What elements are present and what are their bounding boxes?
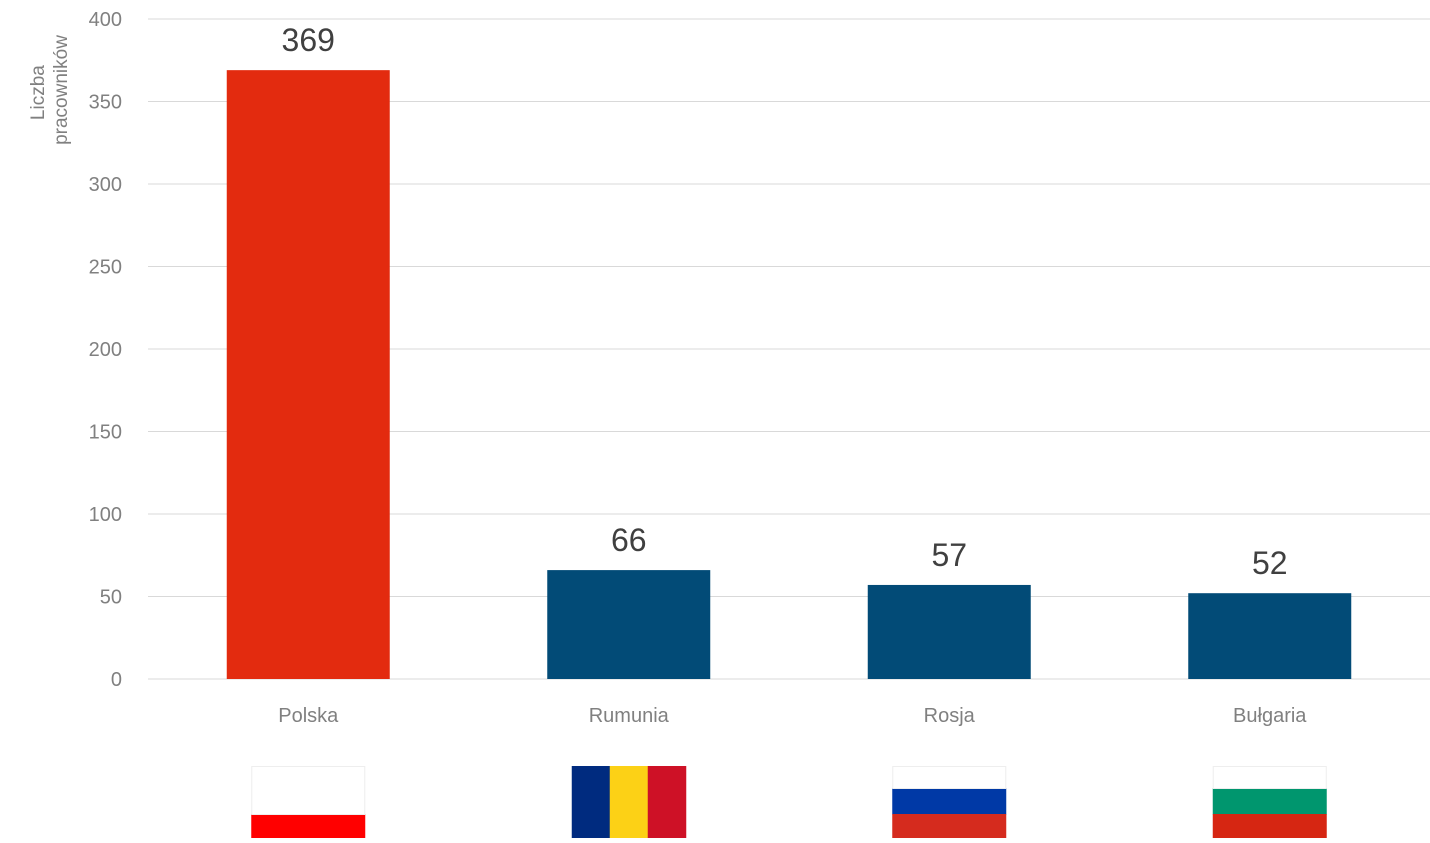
- flag-stripe: [251, 814, 366, 841]
- y-axis-title-line-1: Liczba: [28, 65, 49, 120]
- x-axis-categories: Polska Rumunia Rosja Bułgaria: [278, 705, 1307, 727]
- flag-stripe: [892, 814, 1007, 841]
- y-tick-label: 100: [89, 504, 122, 526]
- flag-stripe: [251, 766, 366, 815]
- y-tick-label: 350: [89, 92, 122, 114]
- flag-bulgaria-icon: [1212, 766, 1327, 841]
- data-label: 52: [1252, 545, 1288, 581]
- y-tick-label: 300: [89, 174, 122, 196]
- flag-stripe: [892, 766, 1007, 789]
- y-axis-title: Liczba pracowników: [28, 35, 72, 145]
- y-tick-label: 200: [89, 339, 122, 361]
- flag-stripe: [1212, 788, 1327, 815]
- flag-stripe: [1212, 814, 1327, 841]
- flag-border: [1212, 766, 1327, 789]
- y-axis-ticks: 0 50 100 150 200 250 300 350 400: [89, 9, 122, 691]
- category-label: Rosja: [924, 705, 976, 727]
- flag-poland-icon: [251, 766, 366, 841]
- data-label: 369: [282, 22, 335, 58]
- y-tick-label: 400: [89, 9, 122, 31]
- flag-russia-icon: [892, 766, 1007, 841]
- bar-polska: [226, 70, 390, 679]
- flag-stripe: [609, 766, 649, 840]
- category-label: Polska: [278, 705, 339, 727]
- flag-border: [251, 766, 366, 815]
- bar-rosja: [867, 584, 1031, 679]
- flag-stripe: [647, 766, 687, 840]
- category-label: Bułgaria: [1233, 705, 1307, 727]
- flags: [251, 766, 1327, 841]
- bar-bułgaria: [1188, 593, 1352, 679]
- flag-border: [892, 766, 1007, 789]
- flag-romania-icon: [571, 766, 687, 840]
- y-tick-label: 150: [89, 422, 122, 444]
- bar-rumunia: [547, 570, 711, 679]
- data-label: 66: [611, 522, 647, 558]
- y-axis-title-line-2: pracowników: [51, 35, 72, 145]
- y-tick-label: 250: [89, 257, 122, 279]
- data-label: 57: [931, 537, 967, 573]
- data-labels: 369 66 57 52: [282, 22, 1288, 581]
- y-tick-label: 50: [100, 587, 122, 609]
- flag-stripe: [1212, 766, 1327, 789]
- flag-stripe: [892, 788, 1007, 815]
- flag-stripe: [571, 766, 611, 840]
- bars: [226, 70, 1352, 679]
- category-label: Rumunia: [589, 705, 670, 727]
- y-tick-label: 0: [111, 669, 122, 691]
